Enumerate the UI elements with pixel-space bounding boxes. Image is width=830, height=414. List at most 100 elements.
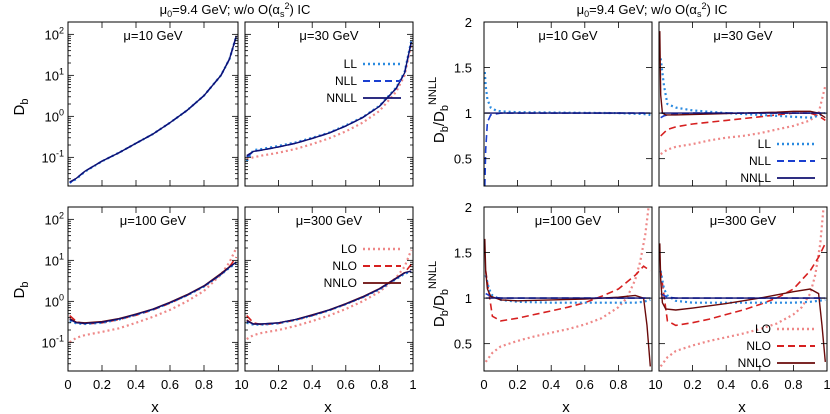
y-tick-label: 101	[45, 251, 64, 268]
legend-label-nnll: NNLL	[326, 91, 357, 105]
x-tick-label: 0.2	[93, 377, 111, 392]
plot-frame	[658, 21, 828, 187]
panel-annotation: μ=30 GeV	[299, 28, 358, 43]
series-line-nlo	[659, 243, 827, 327]
y-tick-label: 0.5	[454, 152, 472, 167]
panel-annotation: μ=30 GeV	[713, 28, 772, 43]
panel-annotation: μ=10 GeV	[538, 28, 597, 43]
x-tick-label: 0.6	[337, 377, 355, 392]
left-ylabel-bottom: Db	[11, 282, 31, 299]
panel-r1: 0.5 1 1.5 2 μ=10 GeV	[454, 15, 653, 187]
plot-frame	[67, 21, 239, 187]
legend-label-nnlo: NNLO	[738, 356, 771, 370]
series-line-nnlo	[659, 243, 826, 362]
xlabel-2: x	[324, 399, 332, 414]
series-line-nlo	[69, 256, 237, 325]
series-line-lo	[484, 207, 650, 363]
y-tick-label: 1	[465, 291, 472, 306]
y-tick-label: 100	[45, 292, 64, 309]
header-right: μ0=9.4 GeV; w/o O(αs2) IC	[577, 1, 728, 19]
x-tick-label: 0	[64, 377, 71, 392]
series-line-nnlo	[659, 31, 826, 119]
plot-frame	[483, 206, 653, 372]
panel-l4: 0 0.2 0.4 0.6 0.8 1 μ=300 GeV LO NLO NNLO	[241, 206, 417, 392]
y-tick-label: 10-1	[42, 333, 64, 350]
header-left: μ0=9.4 GeV; w/o O(αs2) IC	[160, 1, 311, 19]
series-line-ll	[69, 262, 237, 326]
series-line-nnll	[69, 261, 237, 325]
x-tick-label: 0.6	[161, 377, 179, 392]
series-line-nll	[69, 35, 238, 184]
y-tick-label: 101	[45, 66, 64, 83]
legend-label-nll: NLL	[749, 154, 771, 168]
x-tick-label: 0	[241, 377, 248, 392]
panel-r4: 0 0.2 0.4 0.6 0.8 1 μ=300 GeV LO NLO NNLO	[655, 206, 830, 392]
panel-l2: μ=30 GeV LL NLL NNLL	[244, 21, 414, 187]
left-ylabel-top: Db	[11, 99, 31, 116]
series-line-nnll	[246, 270, 412, 325]
series-line-lo	[246, 44, 413, 161]
x-tick-label: 0.8	[609, 377, 627, 392]
legend-label-nnll: NNLL	[740, 171, 771, 185]
series-line-ll	[659, 270, 826, 304]
y-tick-label: 102	[45, 210, 64, 227]
x-tick-label: 0.2	[270, 377, 288, 392]
plot-frame	[67, 206, 239, 372]
x-tick-label: 0.8	[195, 377, 213, 392]
x-tick-label: 0.8	[784, 377, 802, 392]
x-tick-label: 0.2	[684, 377, 702, 392]
x-tick-label: 0.4	[127, 377, 145, 392]
x-tick-label: 0.4	[717, 377, 735, 392]
y-tick-label: 1.5	[454, 246, 472, 261]
y-tick-label: 2	[465, 15, 472, 30]
x-tick-label: 0.6	[576, 377, 594, 392]
x-tick-label: 0	[480, 377, 487, 392]
x-tick-label: 1	[823, 377, 830, 392]
series-line-lo	[660, 85, 827, 156]
legend-label-nlo: NLO	[746, 339, 771, 353]
y-tick-label: 100	[45, 107, 64, 124]
y-tick-label: 10-1	[42, 148, 64, 165]
x-tick-label: 0.6	[751, 377, 769, 392]
y-tick-label: 2	[465, 200, 472, 215]
panel-annotation: μ=100 GeV	[535, 213, 602, 228]
x-tick-label: 0	[655, 377, 662, 392]
legend-label-nll: NLL	[335, 74, 357, 88]
legend-label-ll: LL	[344, 57, 358, 71]
series-line-ll	[69, 35, 238, 184]
plot-frame	[658, 206, 828, 372]
series-line-nll	[484, 112, 651, 186]
plot-frame	[483, 21, 653, 187]
legend-label-nlo: NLO	[332, 259, 357, 273]
panel-l1: 10-1 100 101 102 μ=10 GeV	[42, 21, 239, 187]
series-line-nnlo	[69, 261, 237, 324]
xlabel-4: x	[738, 399, 746, 414]
series-line-lo	[246, 249, 413, 341]
panel-annotation: μ=300 GeV	[710, 213, 777, 228]
panel-l3: 10-1 100 101 102 0 0.2 0.4 0.6 0.8 1 μ=100 GeV	[42, 206, 242, 392]
series-line-ll	[659, 58, 826, 119]
x-tick-label: 0.8	[370, 377, 388, 392]
legend-label-nnlo: NNLO	[324, 276, 357, 290]
series-line-lo	[659, 207, 825, 368]
x-tick-label: 1	[648, 377, 655, 392]
x-tick-label: 1	[234, 377, 241, 392]
legend-label-ll: LL	[758, 137, 772, 151]
panel-annotation: μ=300 GeV	[296, 213, 363, 228]
y-tick-label: 0.5	[454, 337, 472, 352]
series-line-nnll	[246, 41, 412, 157]
right-ylabel-top: Db/DbNNLL	[427, 77, 451, 143]
x-tick-label: 0.4	[542, 377, 560, 392]
x-tick-label: 1	[409, 377, 416, 392]
y-tick-label: 1.5	[454, 61, 472, 76]
x-tick-label: 0.2	[509, 377, 527, 392]
panel-r2: μ=30 GeV LL NLL NNLL	[658, 21, 828, 187]
y-tick-label: 102	[45, 25, 64, 42]
panel-r3: 0.5 1 1.5 2 0 0.2 0.4 0.6 0.8 1 μ=100 GeV	[454, 200, 656, 392]
series-line-ll	[484, 72, 651, 116]
legend-label-lo: LO	[341, 242, 357, 256]
panel-annotation: μ=10 GeV	[123, 28, 182, 43]
y-tick-label: 1	[465, 106, 472, 121]
series-line-lo	[69, 247, 238, 344]
